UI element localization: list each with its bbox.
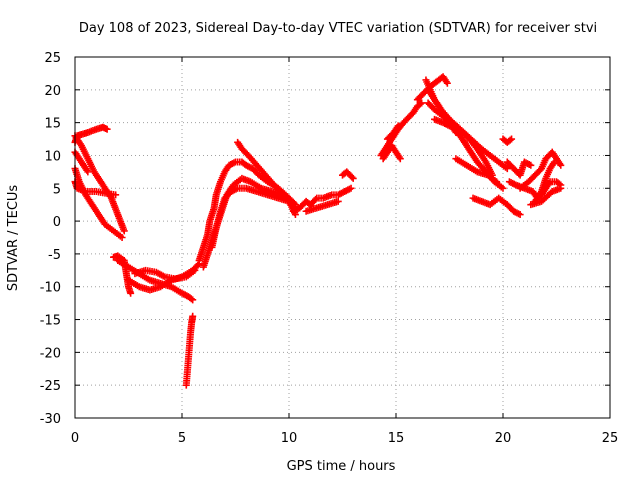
data-point (557, 161, 565, 169)
x-tick-label: 10 (281, 431, 298, 446)
data-track (71, 132, 128, 235)
data-track (469, 194, 524, 219)
data-track (289, 184, 355, 215)
data-point (503, 165, 511, 173)
gridlines (75, 57, 610, 418)
y-tick-label: 0 (53, 215, 61, 230)
data-point (103, 125, 111, 133)
data-track (383, 122, 402, 143)
data-track (452, 155, 501, 186)
data-point (189, 312, 197, 320)
data-point (120, 227, 128, 235)
data-point (347, 184, 355, 192)
data-track (71, 123, 111, 146)
data-point (418, 99, 426, 107)
data-track (527, 184, 565, 209)
data-point (189, 296, 197, 304)
data-point (312, 195, 320, 203)
tick-marks (74, 56, 611, 419)
data-point (334, 197, 342, 205)
data-track (182, 312, 197, 389)
data-track (71, 148, 92, 176)
data-points (71, 73, 565, 389)
chart-title: Day 108 of 2023, Sidereal Day-to-day VTE… (79, 21, 597, 36)
data-point (349, 174, 357, 182)
data-track (431, 115, 496, 179)
data-point (550, 158, 558, 166)
y-tick-labels: -30 -25 -20 -15 -10 -5 0 5 10 15 20 25 (40, 51, 61, 427)
data-point (191, 266, 199, 274)
data-point (416, 100, 424, 108)
y-tick-label: -30 (40, 412, 61, 427)
data-track (499, 135, 516, 146)
x-tick-labels: 0 5 10 15 20 25 (71, 431, 618, 446)
data-track (110, 252, 135, 297)
y-tick-label: 25 (44, 51, 61, 66)
data-point (443, 79, 451, 87)
data-track (379, 142, 404, 163)
x-tick-label: 25 (602, 431, 619, 446)
data-point (516, 211, 524, 219)
data-track (71, 178, 120, 199)
data-point (194, 261, 202, 269)
y-axis-label: SDTVAR / TECUs (6, 185, 21, 292)
y-tick-label: -25 (40, 379, 61, 394)
x-tick-label: 0 (71, 431, 79, 446)
data-track (339, 168, 357, 182)
data-point (506, 136, 514, 144)
y-tick-label: -10 (40, 281, 61, 296)
y-tick-label: 5 (53, 182, 61, 197)
y-tick-label: -5 (48, 248, 61, 263)
y-tick-label: 20 (44, 84, 61, 99)
data-point (348, 173, 356, 181)
plot-frame (74, 56, 611, 419)
x-tick-label: 20 (495, 431, 512, 446)
data-track (131, 266, 199, 283)
data-point (499, 184, 507, 192)
data-track (503, 158, 535, 179)
data-point (527, 161, 535, 169)
data-point (118, 234, 126, 241)
x-tick-label: 15 (388, 431, 405, 446)
data-point (127, 289, 135, 297)
data-point (396, 155, 404, 163)
data-track (302, 197, 342, 215)
x-axis-label: GPS time / hours (287, 459, 396, 474)
data-track (377, 99, 426, 159)
y-tick-label: 10 (44, 149, 61, 164)
y-tick-label: -15 (40, 314, 61, 329)
x-tick-label: 5 (178, 431, 186, 446)
data-point (508, 135, 516, 143)
data-point (187, 295, 195, 303)
data-point (84, 168, 92, 176)
data-point (493, 178, 501, 186)
data-point (394, 122, 402, 130)
data-point (112, 191, 120, 199)
y-tick-label: 15 (44, 117, 61, 132)
y-tick-label: -20 (40, 346, 61, 361)
data-track (208, 174, 297, 251)
data-track (516, 148, 565, 192)
data-track (422, 76, 511, 173)
data-point (557, 184, 565, 192)
data-track (531, 158, 558, 205)
